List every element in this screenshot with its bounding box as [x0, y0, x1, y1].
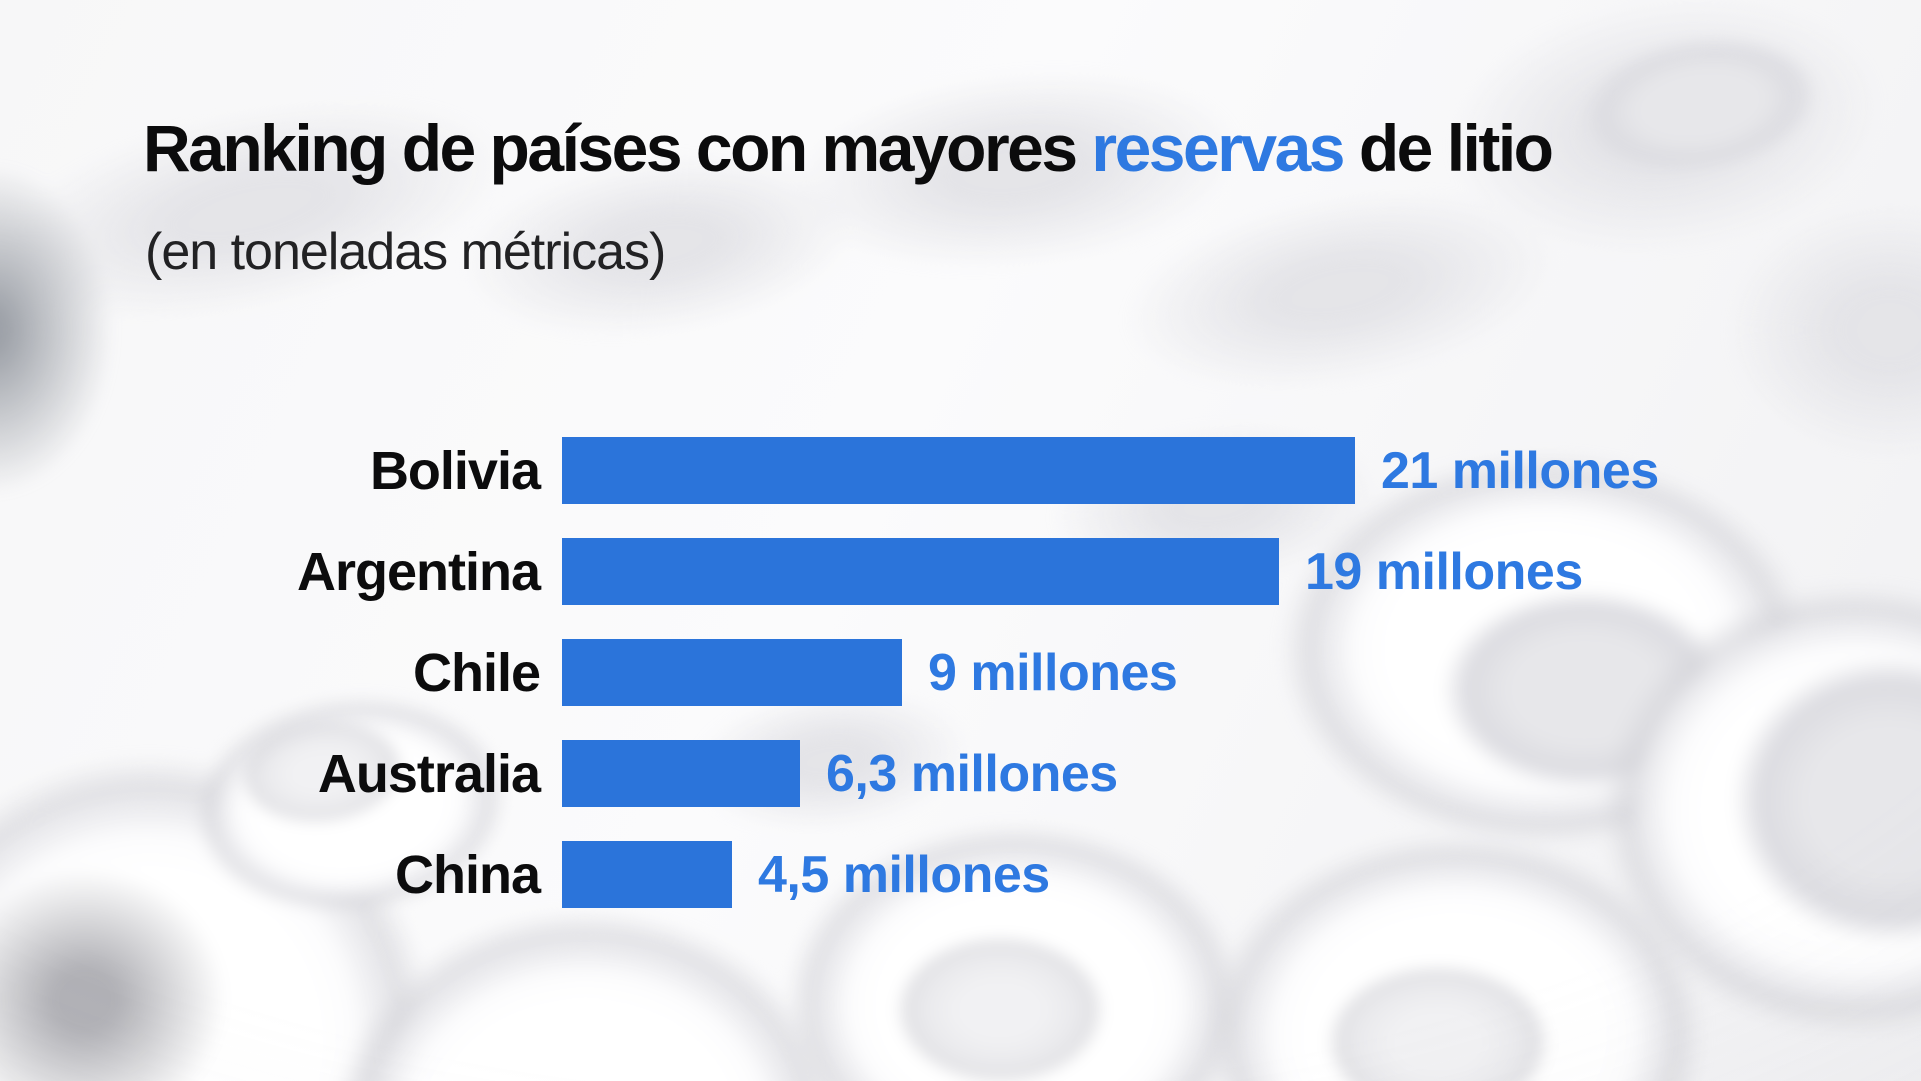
value-label: 6,3 millones — [826, 744, 1118, 803]
bar-chile — [562, 639, 902, 706]
value-label: 19 millones — [1305, 542, 1583, 601]
value-label: 4,5 millones — [758, 845, 1050, 904]
battery-shape — [1326, 964, 1550, 1081]
title-text: Ranking de países con mayores — [143, 111, 1092, 185]
title-highlight: reservas — [1091, 111, 1345, 185]
bar-row-china: China 4,5 millones — [0, 841, 1921, 908]
bar-china — [562, 841, 732, 908]
country-label: Argentina — [296, 541, 541, 602]
bar-row-chile: Chile 9 millones — [0, 639, 1921, 706]
country-label: Bolivia — [369, 440, 541, 501]
battery-shape — [895, 935, 1105, 1081]
country-label: China — [394, 844, 541, 905]
bar-australia — [562, 740, 800, 807]
bar-chart: Bolivia 21 millones Argentina 19 millones Ch… — [0, 437, 1921, 942]
page-title: Ranking de países con mayores reservas d… — [143, 111, 1554, 185]
title-text: de litio — [1343, 111, 1554, 185]
country-label: Australia — [317, 743, 541, 804]
chart-subtitle: (en toneladas métricas) — [145, 223, 666, 281]
bar-row-bolivia: Bolivia 21 millones — [0, 437, 1921, 504]
value-label: 9 millones — [928, 643, 1178, 702]
bar-bolivia — [562, 437, 1355, 504]
bar-row-australia: Australia 6,3 millones — [0, 740, 1921, 807]
bar-row-argentina: Argentina 19 millones — [0, 538, 1921, 605]
country-label: Chile — [412, 642, 541, 703]
value-label: 21 millones — [1381, 441, 1659, 500]
bar-argentina — [562, 538, 1279, 605]
